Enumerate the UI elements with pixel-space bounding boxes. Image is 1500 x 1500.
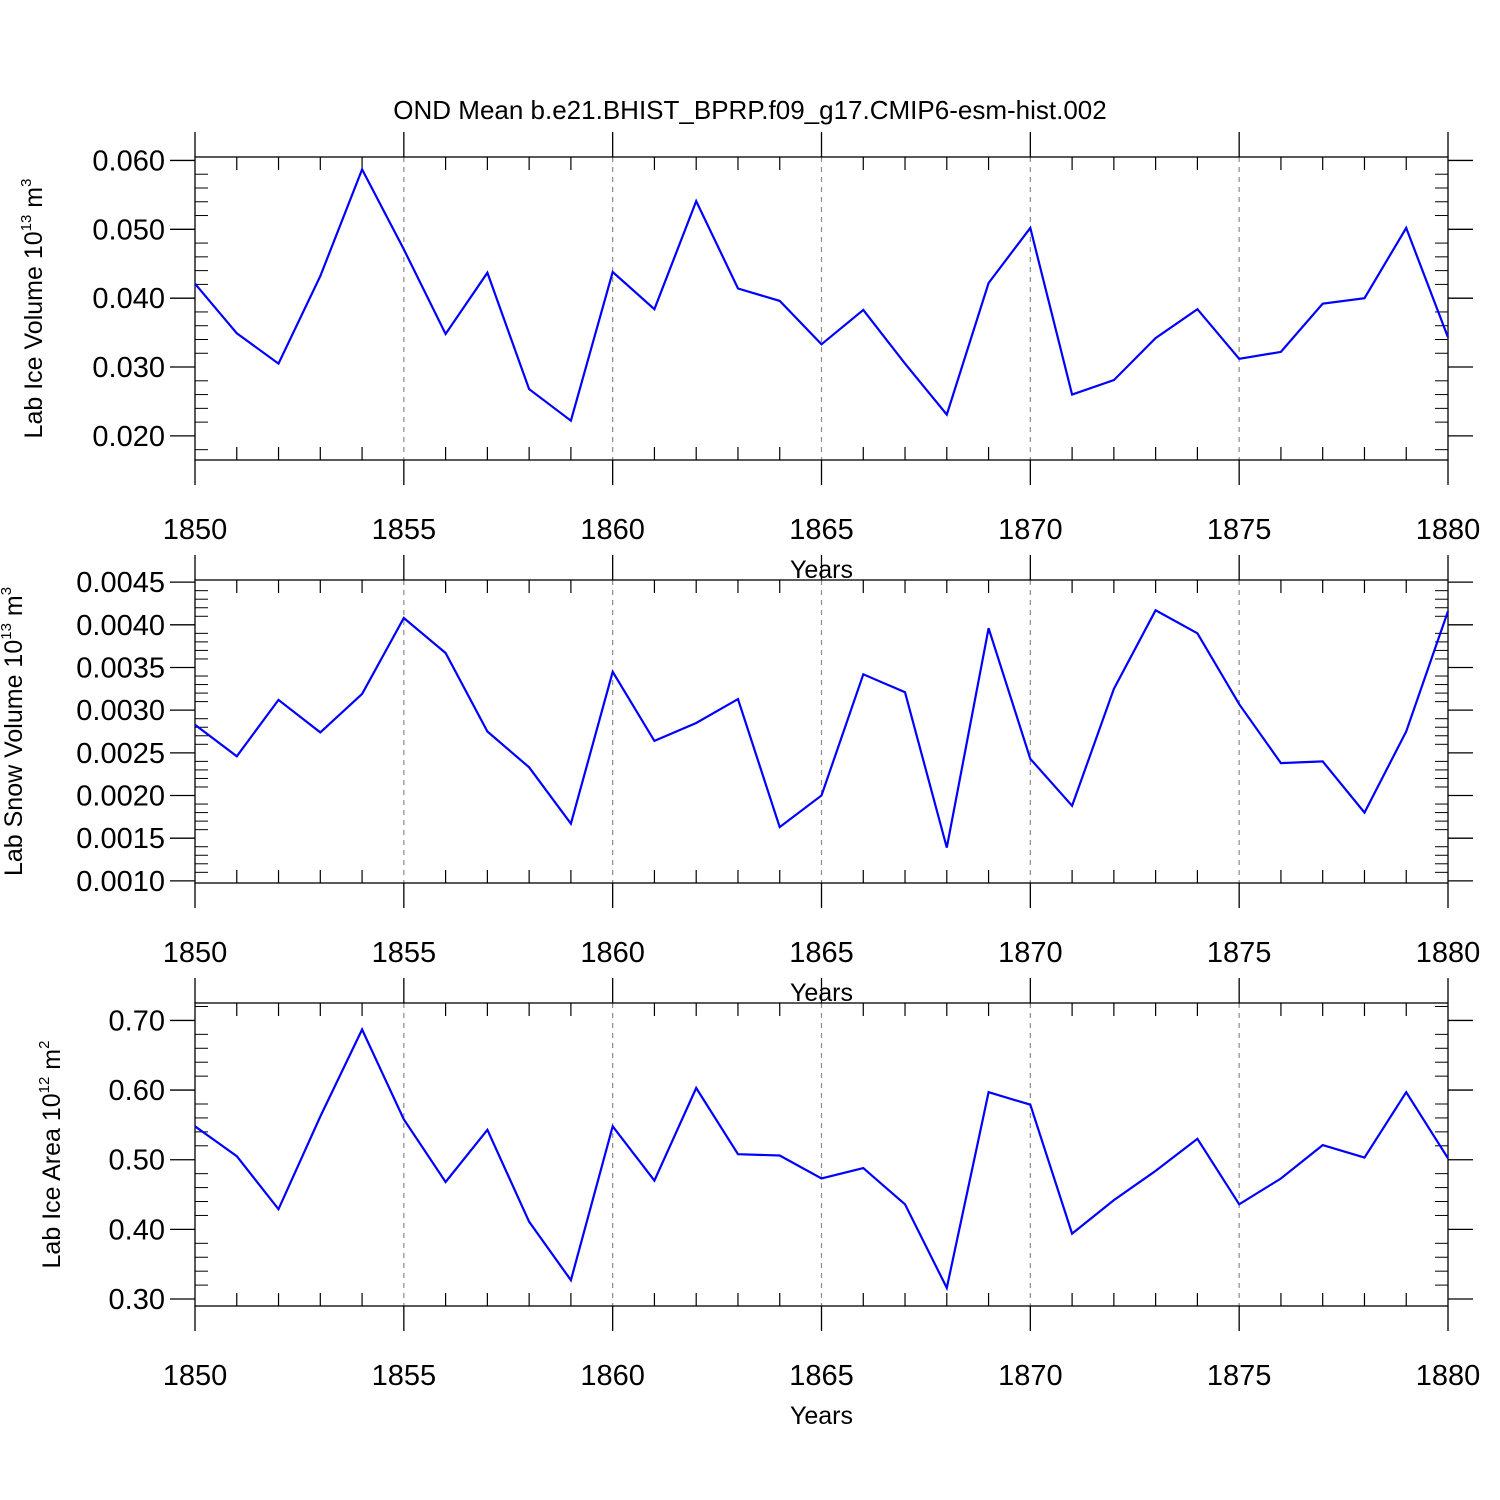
- ice-area-xtick-label: 1850: [163, 1360, 228, 1392]
- ice-volume-xtick-label: 1880: [1416, 514, 1481, 546]
- snow-volume-xtick-label: 1860: [580, 937, 645, 969]
- panel-ice-area: 1850 1855 1860 1865 1870 1875 1880 0.30 0.40 0.50…: [36, 978, 1480, 1430]
- panel-ice-volume: 1850 1855 1860 1865 1870 1875 1880 0.020 0.030 0.…: [18, 132, 1480, 584]
- snow-volume-ytick-label: 0.0025: [76, 738, 165, 770]
- ice-area-xtick-label: 1865: [789, 1360, 854, 1392]
- ice-area-xtick-label: 1855: [372, 1360, 437, 1392]
- ice-volume-xtick-label: 1850: [163, 514, 228, 546]
- panel-snow-volume: 1850 1855 1860 1865 1870 1875 1880 0.0010 0.0015…: [0, 555, 1480, 1007]
- ice-area-xtick-label: 1860: [580, 1360, 645, 1392]
- ice-volume-ylabel: Lab Ice Volume 1013 m3: [18, 179, 48, 439]
- ice-area-ytick-label: 0.40: [109, 1214, 165, 1246]
- ice-volume-ytick-label: 0.020: [92, 421, 165, 453]
- ice-area-ytick-label: 0.70: [109, 1005, 165, 1037]
- ice-volume-series-line: [194, 166, 1450, 423]
- ice-area-ytick-label: 0.50: [109, 1145, 165, 1177]
- ice-area-series-line: [194, 1026, 1449, 1292]
- snow-volume-ylabel: Lab Snow Volume 1013 m3: [0, 587, 28, 876]
- ice-area-ytick-label: 0.30: [109, 1284, 165, 1316]
- ice-volume-xtick-label: 1870: [998, 514, 1063, 546]
- snow-volume-xtick-label: 1855: [372, 937, 437, 969]
- ice-area-xtick-label: 1875: [1207, 1360, 1272, 1392]
- ice-volume-ytick-label: 0.060: [92, 145, 165, 177]
- snow-volume-xtick-label: 1865: [789, 937, 854, 969]
- snow-volume-xtick-label: 1880: [1416, 937, 1481, 969]
- snow-volume-xtick-label: 1870: [998, 937, 1063, 969]
- snow-volume-ytick-label: 0.0045: [76, 567, 165, 599]
- snow-volume-ytick-label: 0.0015: [76, 823, 165, 855]
- ice-volume-xtick-label: 1855: [372, 514, 437, 546]
- snow-volume-ytick-label: 0.0010: [76, 866, 165, 898]
- ice-area-ylabel: Lab Ice Area 1012 m2: [36, 1041, 66, 1269]
- ice-area-xtick-label: 1880: [1416, 1360, 1481, 1392]
- snow-volume-ytick-label: 0.0035: [76, 652, 165, 684]
- snow-volume-xtick-label: 1875: [1207, 937, 1272, 969]
- snow-volume-ytick-label: 0.0040: [76, 610, 165, 642]
- ice-volume-ytick-label: 0.030: [92, 352, 165, 384]
- ice-area-ytick-label: 0.60: [109, 1075, 165, 1107]
- ice-area-xlabel: Years: [790, 1402, 853, 1430]
- snow-volume-series-line: [194, 608, 1450, 848]
- chart-title: OND Mean b.e21.BHIST_BPRP.f09_g17.CMIP6-…: [393, 95, 1106, 125]
- ice-volume-xtick-label: 1865: [789, 514, 854, 546]
- ice-volume-xtick-label: 1860: [580, 514, 645, 546]
- ice-area-xtick-label: 1870: [998, 1360, 1063, 1392]
- ice-volume-ytick-label: 0.050: [92, 214, 165, 246]
- snow-volume-xtick-label: 1850: [163, 937, 228, 969]
- ice-volume-ytick-label: 0.040: [92, 283, 165, 315]
- ice-volume-xtick-label: 1875: [1207, 514, 1272, 546]
- snow-volume-ytick-label: 0.0030: [76, 695, 165, 727]
- snow-volume-ytick-label: 0.0020: [76, 781, 165, 813]
